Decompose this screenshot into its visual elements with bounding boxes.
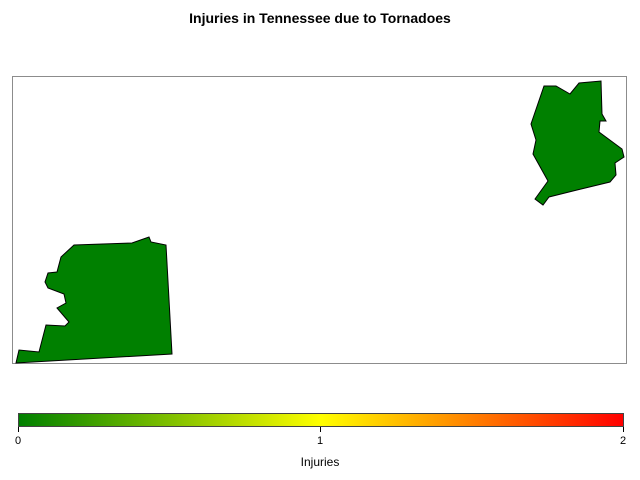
- map-frame: [12, 76, 627, 364]
- colorbar: [18, 413, 624, 427]
- map-canvas: [15, 80, 625, 364]
- colorbar-tick-label-0: 0: [14, 435, 22, 447]
- county-shape-west[interactable]: [15, 236, 173, 364]
- colorbar-tick-1: [320, 427, 321, 432]
- colorbar-tick-2: [623, 427, 624, 432]
- map-title: Injuries in Tennessee due to Tornadoes: [189, 10, 451, 26]
- county-shape-east[interactable]: [530, 80, 625, 206]
- colorbar-tick-0: [18, 427, 19, 432]
- colorbar-tick-label-2: 2: [619, 435, 627, 447]
- colorbar-label: Injuries: [300, 455, 340, 469]
- colorbar-tick-label-1: 1: [316, 435, 324, 447]
